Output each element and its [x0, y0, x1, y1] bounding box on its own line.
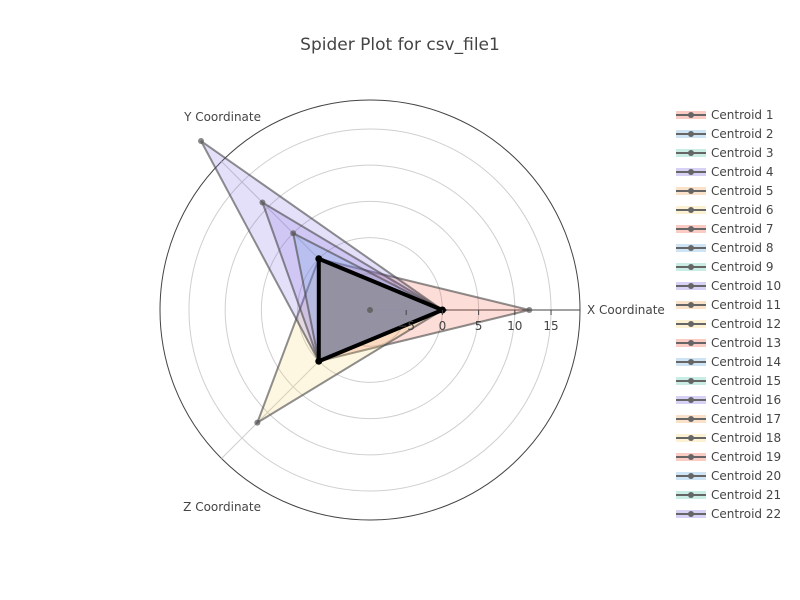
legend-label: Centroid 15: [711, 374, 781, 388]
legend-item: Centroid 9: [676, 260, 773, 274]
legend-marker: [688, 264, 694, 270]
legend-label: Centroid 6: [711, 203, 773, 217]
axis-spoke: [221, 161, 371, 311]
legend-marker: [688, 397, 694, 403]
legend-item: Centroid 6: [676, 203, 773, 217]
legend-marker: [688, 283, 694, 289]
series-layer: [198, 138, 533, 426]
legend-item: Centroid 10: [676, 279, 781, 293]
axis-label: X Coordinate: [587, 303, 665, 317]
legend-label: Centroid 19: [711, 450, 781, 464]
legend-item: Centroid 20: [676, 469, 781, 483]
legend-marker: [688, 245, 694, 251]
overlap-point: [315, 357, 323, 365]
data-point: [259, 199, 266, 206]
radial-tick-labels: −5 0 5 10 15: [397, 310, 559, 333]
legend-item: Centroid 19: [676, 450, 781, 464]
legend-item: Centroid 15: [676, 374, 781, 388]
legend-label: Centroid 17: [711, 412, 781, 426]
legend-item: Centroid 2: [676, 127, 773, 141]
legend-marker: [688, 207, 694, 213]
legend-label: Centroid 14: [711, 355, 781, 369]
legend-item: Centroid 17: [676, 412, 781, 426]
overlap-point: [315, 255, 323, 263]
legend: Centroid 1 Centroid 2 Centroid 3 Centroid 4…: [676, 108, 781, 521]
legend-marker: [688, 302, 694, 308]
legend-label: Centroid 21: [711, 488, 781, 502]
legend-marker: [688, 511, 694, 517]
legend-marker: [688, 188, 694, 194]
legend-label: Centroid 5: [711, 184, 773, 198]
legend-item: Centroid 18: [676, 431, 781, 445]
legend-item: Centroid 16: [676, 393, 781, 407]
chart-title: Spider Plot for csv_file1: [300, 35, 500, 55]
legend-label: Centroid 2: [711, 127, 773, 141]
radial-tick-label: 10: [507, 319, 522, 333]
axis-label: Y Coordinate: [183, 110, 261, 124]
legend-marker: [688, 359, 694, 365]
legend-item: Centroid 8: [676, 241, 773, 255]
axis-spoke: [221, 309, 371, 459]
legend-label: Centroid 10: [711, 279, 781, 293]
data-point: [198, 138, 205, 145]
legend-label: Centroid 18: [711, 431, 781, 445]
legend-label: Centroid 9: [711, 260, 773, 274]
legend-item: Centroid 11: [676, 298, 781, 312]
legend-marker: [688, 321, 694, 327]
legend-marker: [688, 131, 694, 137]
legend-marker: [688, 226, 694, 232]
data-point: [290, 230, 297, 237]
legend-label: Centroid 4: [711, 165, 773, 179]
legend-item: Centroid 21: [676, 488, 781, 502]
legend-marker: [688, 454, 694, 460]
legend-marker: [688, 435, 694, 441]
legend-label: Centroid 16: [711, 393, 781, 407]
axis-label: Z Coordinate: [183, 500, 261, 514]
legend-marker: [688, 169, 694, 175]
legend-label: Centroid 20: [711, 469, 781, 483]
legend-item: Centroid 14: [676, 355, 781, 369]
center-point: [367, 307, 373, 313]
radial-tick-label: −5: [397, 319, 415, 333]
legend-item: Centroid 12: [676, 317, 781, 331]
legend-item: Centroid 1: [676, 108, 773, 122]
legend-label: Centroid 3: [711, 146, 773, 160]
legend-item: Centroid 7: [676, 222, 773, 236]
overlap-outline: [316, 255, 448, 365]
axis-labels: X Coordinate Y Coordinate Z Coordinate: [183, 110, 665, 514]
legend-item: Centroid 5: [676, 184, 773, 198]
legend-marker: [688, 416, 694, 422]
legend-label: Centroid 7: [711, 222, 773, 236]
legend-marker: [688, 150, 694, 156]
data-point: [254, 419, 261, 426]
legend-marker: [688, 112, 694, 118]
legend-label: Centroid 22: [711, 507, 781, 521]
legend-item: Centroid 4: [676, 165, 773, 179]
radial-tick-label: 15: [543, 319, 558, 333]
legend-marker: [688, 492, 694, 498]
legend-label: Centroid 12: [711, 317, 781, 331]
legend-marker: [688, 340, 694, 346]
legend-label: Centroid 8: [711, 241, 773, 255]
legend-label: Centroid 1: [711, 108, 773, 122]
radial-tick-label: 5: [475, 319, 483, 333]
legend-marker: [688, 473, 694, 479]
legend-marker: [688, 378, 694, 384]
radial-tick-label: 0: [439, 319, 447, 333]
legend-label: Centroid 13: [711, 336, 781, 350]
legend-item: Centroid 22: [676, 507, 781, 521]
data-point: [526, 307, 533, 313]
legend-label: Centroid 11: [711, 298, 781, 312]
legend-item: Centroid 13: [676, 336, 781, 350]
legend-item: Centroid 3: [676, 146, 773, 160]
